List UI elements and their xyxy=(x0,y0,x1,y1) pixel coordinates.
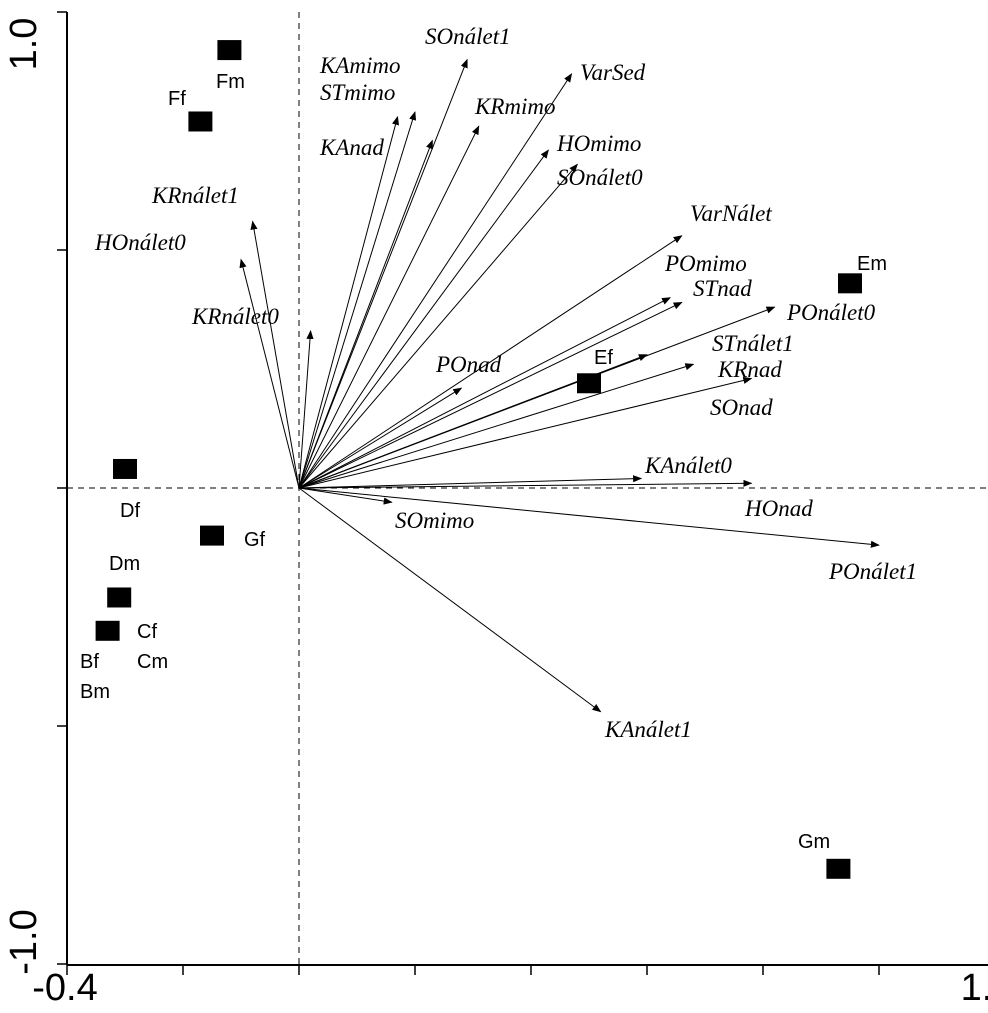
vector-label: STnad xyxy=(693,276,752,301)
sample-marker xyxy=(826,858,851,879)
vector-label: SOmimo xyxy=(395,508,474,533)
x-tick-label: 1.2 xyxy=(961,967,988,1009)
vector-arrow xyxy=(298,111,417,489)
vector-arrow xyxy=(239,258,300,489)
vector-label: SOnálet1 xyxy=(425,24,511,49)
vector-arrow xyxy=(298,487,393,505)
vector-label: KRnálet1 xyxy=(151,183,239,208)
sample-label: Cf xyxy=(137,621,157,643)
sample-marker xyxy=(188,111,213,132)
sample-label: Dm xyxy=(109,553,140,575)
sample-marker xyxy=(217,40,242,61)
sample-label: Gm xyxy=(798,831,830,853)
vector-label: HOnad xyxy=(744,496,813,521)
vector-label: SOnálet0 xyxy=(557,165,643,190)
sample-marker xyxy=(107,587,132,608)
vector-arrow xyxy=(298,330,314,489)
sample-marker xyxy=(95,620,120,641)
vector-arrow xyxy=(298,235,683,489)
sample-label: Ef xyxy=(594,347,613,369)
vector-label: STnálet1 xyxy=(712,331,794,356)
vector-arrow xyxy=(298,139,433,489)
sample-marker xyxy=(838,273,862,294)
axis-ticks xyxy=(57,11,880,975)
vector-arrow xyxy=(298,73,573,489)
vector-arrow xyxy=(298,363,695,489)
y-tick-label: 1.0 xyxy=(3,18,45,71)
vector-label: KRnálet0 xyxy=(191,304,279,329)
vector-arrow xyxy=(298,297,672,489)
vector-label: STmimo xyxy=(320,80,395,105)
sample-label: Em xyxy=(857,253,887,275)
vector-arrow xyxy=(298,301,683,489)
vector-arrow xyxy=(298,149,549,489)
sample-label: Ff xyxy=(168,88,186,110)
vector-arrow xyxy=(298,58,468,489)
vector-label: SOnad xyxy=(710,395,773,420)
vector-arrow xyxy=(298,487,602,713)
vector-label: POnálet0 xyxy=(786,300,876,325)
vector-label: KAnálet0 xyxy=(644,453,732,478)
sample-marker xyxy=(113,458,137,479)
vector-arrow xyxy=(298,479,753,489)
vector-arrow xyxy=(298,475,643,489)
vector-label: KAnad xyxy=(319,135,384,160)
vector-label: HOmimo xyxy=(556,131,641,156)
vector-arrow xyxy=(298,387,463,489)
vector-label: POnálet1 xyxy=(828,559,917,584)
vector-label: KAnálet1 xyxy=(604,717,692,742)
vector-label: KAmimo xyxy=(319,53,401,78)
vector-arrow xyxy=(298,115,400,489)
vector-label: KRnad xyxy=(717,357,782,382)
sample-label: Bm xyxy=(80,681,110,703)
sample-label: Gf xyxy=(244,529,266,551)
vector-label: VarSed xyxy=(580,60,646,85)
sample-label: Bf xyxy=(80,651,99,673)
vector-arrows xyxy=(239,58,880,713)
x-tick-label: -0.4 xyxy=(32,967,97,1009)
vector-arrow xyxy=(298,487,880,548)
zero-lines xyxy=(67,12,988,965)
vector-label: HOnálet0 xyxy=(94,230,186,255)
vector-label: POnad xyxy=(435,352,502,377)
vector-label: VarNálet xyxy=(690,201,772,226)
vector-label: POmimo xyxy=(664,251,747,276)
vector-arrow xyxy=(298,125,480,489)
vector-label: KRmimo xyxy=(474,94,556,119)
sample-label: Cm xyxy=(137,651,168,673)
sample-marker xyxy=(200,525,224,546)
vector-arrow xyxy=(298,376,753,489)
y-tick-label: -1.0 xyxy=(3,909,45,974)
vector-arrow xyxy=(298,163,578,489)
sample-markers xyxy=(95,40,862,879)
sample-label: Df xyxy=(120,500,140,522)
vector-arrow xyxy=(250,220,300,489)
sample-label: Fm xyxy=(216,71,245,93)
sample-marker xyxy=(577,373,601,394)
